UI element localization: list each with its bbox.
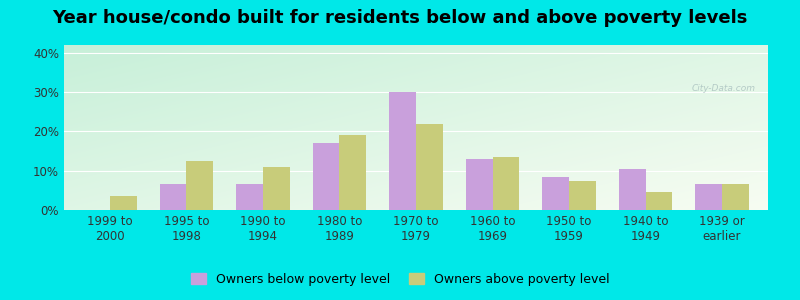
- Bar: [339, 135, 366, 210]
- Bar: [618, 169, 646, 210]
- Bar: [466, 159, 493, 210]
- Text: Year house/condo built for residents below and above poverty levels: Year house/condo built for residents bel…: [52, 9, 748, 27]
- Bar: [569, 181, 596, 210]
- Bar: [542, 177, 569, 210]
- Text: City-Data.com: City-Data.com: [692, 84, 756, 93]
- Legend: Owners below poverty level, Owners above poverty level: Owners below poverty level, Owners above…: [186, 268, 614, 291]
- Bar: [646, 192, 672, 210]
- Bar: [695, 184, 722, 210]
- Bar: [416, 124, 442, 210]
- Bar: [390, 92, 416, 210]
- Bar: [236, 184, 263, 210]
- Bar: [263, 167, 290, 210]
- Bar: [160, 184, 186, 210]
- Bar: [186, 161, 214, 210]
- Bar: [313, 143, 339, 210]
- Bar: [493, 157, 519, 210]
- Bar: [110, 196, 137, 210]
- Bar: [722, 184, 749, 210]
